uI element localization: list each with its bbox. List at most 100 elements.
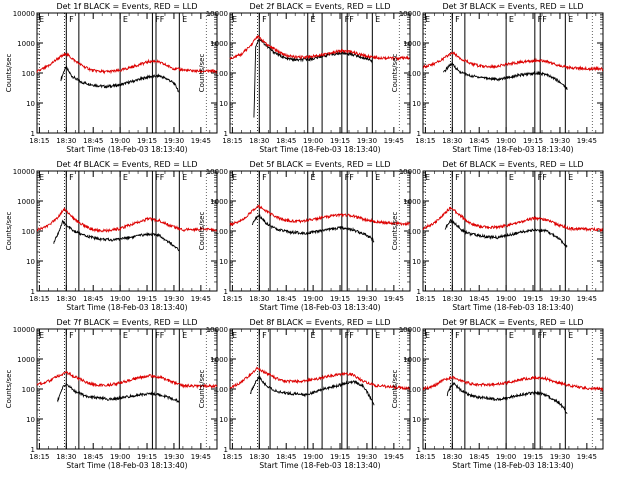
panel-title: Det 1f BLACK = Events, RED = LLD [56, 2, 197, 11]
y-tick-label: 1000 [17, 40, 35, 48]
lld-series-line [36, 52, 218, 75]
y-tick-label: 10 [412, 100, 421, 108]
x-tick-label: 19:45 [577, 137, 597, 145]
x-tick-label: 18:45 [469, 453, 489, 461]
x-tick-label: 19:00 [303, 137, 323, 145]
edge-marker-label: E [232, 173, 237, 182]
y-axis-label: Counts/sec [5, 370, 13, 409]
y-tick-label: 10000 [13, 168, 35, 176]
plot-frame [36, 12, 218, 134]
y-axis-label: Counts/sec [391, 212, 399, 251]
x-tick-label: 18:30 [56, 295, 76, 303]
x-tick-label: 19:15 [523, 137, 543, 145]
y-tick-label: 10 [26, 416, 35, 424]
x-tick-label: 19:45 [577, 295, 597, 303]
y-tick-label: 1000 [403, 40, 421, 48]
x-tick-label: 18:30 [249, 295, 269, 303]
y-tick-label: 100 [22, 386, 35, 394]
y-tick-label: 1000 [17, 198, 35, 206]
event-marker-label: FF [538, 15, 548, 24]
y-tick-label: 10 [219, 258, 228, 266]
y-tick-label: 100 [408, 386, 421, 394]
x-tick-label: 19:15 [330, 453, 350, 461]
x-tick-label: 19:15 [523, 295, 543, 303]
x-tick-label: 18:45 [83, 137, 103, 145]
edge-marker-label: E [39, 173, 44, 182]
event-marker-label: E [182, 15, 187, 24]
x-tick-label: 19:45 [191, 295, 211, 303]
event-marker-label: E [509, 173, 514, 182]
x-tick-label: 18:45 [276, 453, 296, 461]
y-tick-label: 1000 [210, 356, 228, 364]
y-tick-label: 100 [215, 70, 228, 78]
x-tick-label: 18:15 [222, 453, 242, 461]
x-tick-label: 19:30 [164, 295, 184, 303]
events-series-line [60, 65, 180, 93]
lld-series-line [422, 206, 604, 233]
detector-panel: Det 3f BLACK = Events, RED = LLD 1 10 100 10… [391, 2, 604, 154]
y-axis-label: Counts/sec [198, 370, 206, 409]
events-series-line [251, 214, 375, 243]
x-tick-label: 19:30 [357, 137, 377, 145]
x-tick-label: 19:45 [577, 453, 597, 461]
x-tick-label: 19:30 [164, 453, 184, 461]
edge-marker-label: E [39, 331, 44, 340]
panel-title: Det 9f BLACK = Events, RED = LLD [442, 318, 583, 327]
y-tick-label: 1000 [210, 40, 228, 48]
event-marker-label: E [375, 15, 380, 24]
x-axis-label: Start Time (18-Feb-03 18:13:40) [259, 461, 380, 470]
event-marker-label: E [311, 331, 316, 340]
x-tick-label: 19:45 [384, 137, 404, 145]
event-marker-label: E [568, 15, 573, 24]
event-marker-label: FF [155, 173, 165, 182]
y-tick-label: 10000 [399, 168, 421, 176]
event-marker-label: F [69, 173, 74, 182]
x-axis-label: Start Time (18-Feb-03 18:13:40) [259, 303, 380, 312]
plot-frame [36, 328, 218, 450]
event-marker-label: E [568, 331, 573, 340]
x-tick-label: 19:00 [110, 137, 130, 145]
panel-title: Det 2f BLACK = Events, RED = LLD [249, 2, 390, 11]
x-tick-label: 19:30 [550, 137, 570, 145]
detector-panel: Det 4f BLACK = Events, RED = LLD 1 10 100 10… [5, 160, 218, 312]
x-tick-label: 18:45 [276, 295, 296, 303]
edge-marker-label: E [425, 173, 430, 182]
x-tick-label: 19:15 [330, 137, 350, 145]
lld-series-line [36, 207, 218, 233]
x-tick-label: 18:30 [442, 137, 462, 145]
x-tick-label: 19:30 [550, 453, 570, 461]
x-axis-label: Start Time (18-Feb-03 18:13:40) [66, 303, 187, 312]
lld-series-line [229, 34, 411, 61]
y-tick-label: 10000 [399, 10, 421, 18]
y-tick-label: 1000 [403, 198, 421, 206]
y-tick-label: 10000 [13, 326, 35, 334]
x-tick-label: 18:30 [249, 453, 269, 461]
panel-title: Det 7f BLACK = Events, RED = LLD [56, 318, 197, 327]
panel-title: Det 4f BLACK = Events, RED = LLD [56, 160, 197, 169]
x-tick-label: 18:45 [83, 295, 103, 303]
events-series-line [53, 219, 180, 252]
y-tick-label: 100 [22, 70, 35, 78]
x-tick-label: 19:45 [191, 453, 211, 461]
x-tick-label: 19:00 [110, 295, 130, 303]
x-axis-label: Start Time (18-Feb-03 18:13:40) [66, 145, 187, 154]
x-tick-label: 18:15 [29, 137, 49, 145]
event-marker-label: E [182, 331, 187, 340]
lld-series-line [423, 51, 604, 72]
detector-panel: Det 8f BLACK = Events, RED = LLD 1 10 100 10… [198, 318, 411, 470]
detector-panel: Det 7f BLACK = Events, RED = LLD 1 10 100 10… [5, 318, 218, 470]
y-tick-label: 100 [215, 228, 228, 236]
detector-panel: Det 1f BLACK = Events, RED = LLD 1 10 100 10… [5, 2, 218, 154]
y-tick-label: 100 [408, 70, 421, 78]
y-tick-label: 1 [224, 130, 228, 138]
panel-title: Det 8f BLACK = Events, RED = LLD [249, 318, 390, 327]
x-axis-label: Start Time (18-Feb-03 18:13:40) [452, 303, 573, 312]
detector-panel: Det 9f BLACK = Events, RED = LLD 1 10 100 10… [391, 318, 604, 470]
y-tick-label: 10 [219, 100, 228, 108]
y-tick-label: 10000 [13, 10, 35, 18]
x-tick-label: 19:45 [191, 137, 211, 145]
panel-title: Det 3f BLACK = Events, RED = LLD [442, 2, 583, 11]
y-tick-label: 1 [224, 288, 228, 296]
event-marker-label: E [509, 331, 514, 340]
